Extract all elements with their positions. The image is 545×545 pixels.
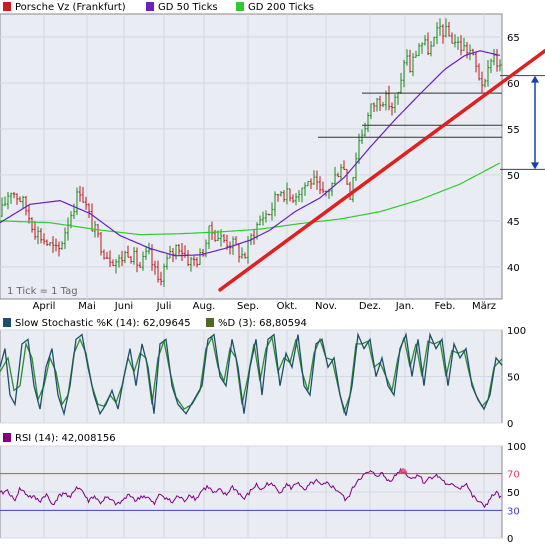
stoch-y-tick: 50	[507, 373, 520, 384]
rsi-line	[0, 467, 502, 509]
month-label: Juni	[114, 301, 133, 312]
gd200-swatch	[236, 2, 244, 11]
gd50-swatch	[146, 2, 154, 11]
gd200-line	[0, 162, 501, 236]
rsi-y-tick: 70	[507, 470, 520, 481]
price-panel	[0, 13, 503, 300]
range-arrow-head-bottom	[531, 162, 539, 170]
rsi-overbought-area	[398, 468, 408, 474]
rsi-y-axis: 100 70 50 30 0	[507, 442, 526, 545]
stochastic-y-axis: 100 50 0	[507, 326, 526, 430]
stoch-k-line	[0, 332, 503, 417]
stoch-d-swatch	[206, 318, 214, 327]
gd200-legend-label: GD 200 Ticks	[248, 2, 314, 13]
month-label: Nov.	[315, 301, 337, 312]
price-y-tick: 40	[507, 263, 520, 274]
x-axis-months: April Mai Juni Juli Aug. Sep. Okt. Nov. Dez. Jan.…	[33, 301, 496, 312]
month-label: Jan.	[395, 301, 415, 312]
price-y-tick: 65	[507, 33, 520, 44]
stoch-y-tick: 100	[507, 326, 526, 337]
trendline	[218, 49, 545, 292]
price-y-tick: 45	[507, 217, 520, 228]
gd50-line	[0, 50, 501, 257]
rsi-y-tick: 0	[507, 534, 513, 545]
stoch-y-tick: 0	[507, 419, 513, 430]
price-swatch	[3, 2, 11, 11]
month-label: Mai	[78, 301, 96, 312]
rsi-y-tick: 50	[507, 488, 520, 499]
price-y-axis: 65 60 55 50 45 40	[507, 33, 520, 274]
price-y-tick: 50	[507, 171, 520, 182]
tick-note: 1 Tick = 1 Tag	[7, 286, 78, 297]
stochastic-legend: Slow Stochastic %K (14): 62,09645 %D (3)…	[3, 318, 307, 329]
stoch-k-swatch	[3, 318, 11, 327]
month-label: Feb.	[435, 301, 456, 312]
range-arrow-head-top	[531, 75, 539, 83]
price-y-tick: 55	[507, 125, 520, 136]
rsi-y-tick: 100	[507, 442, 526, 453]
month-label: Sep.	[237, 301, 259, 312]
price-legend: Porsche Vz (Frankfurt) GD 50 Ticks GD 20…	[3, 2, 314, 13]
rsi-swatch	[3, 433, 11, 442]
month-label: Aug.	[193, 301, 216, 312]
month-label: Okt.	[277, 301, 298, 312]
rsi-y-tick: 30	[507, 506, 520, 517]
price-legend-label: Porsche Vz (Frankfurt)	[15, 2, 126, 13]
gd50-legend-label: GD 50 Ticks	[158, 2, 218, 13]
rsi-legend: RSI (14): 42,008156	[3, 433, 116, 444]
stoch-k-legend-label: Slow Stochastic %K (14): 62,09645	[15, 318, 191, 329]
stoch-d-legend-label: %D (3): 68,80594	[218, 318, 307, 329]
price-y-tick: 60	[507, 79, 520, 90]
rsi-legend-label: RSI (14): 42,008156	[15, 433, 116, 444]
month-label: Juli	[156, 301, 172, 312]
month-label: März	[472, 301, 496, 312]
month-label: April	[33, 301, 56, 312]
month-label: Dez.	[359, 301, 381, 312]
